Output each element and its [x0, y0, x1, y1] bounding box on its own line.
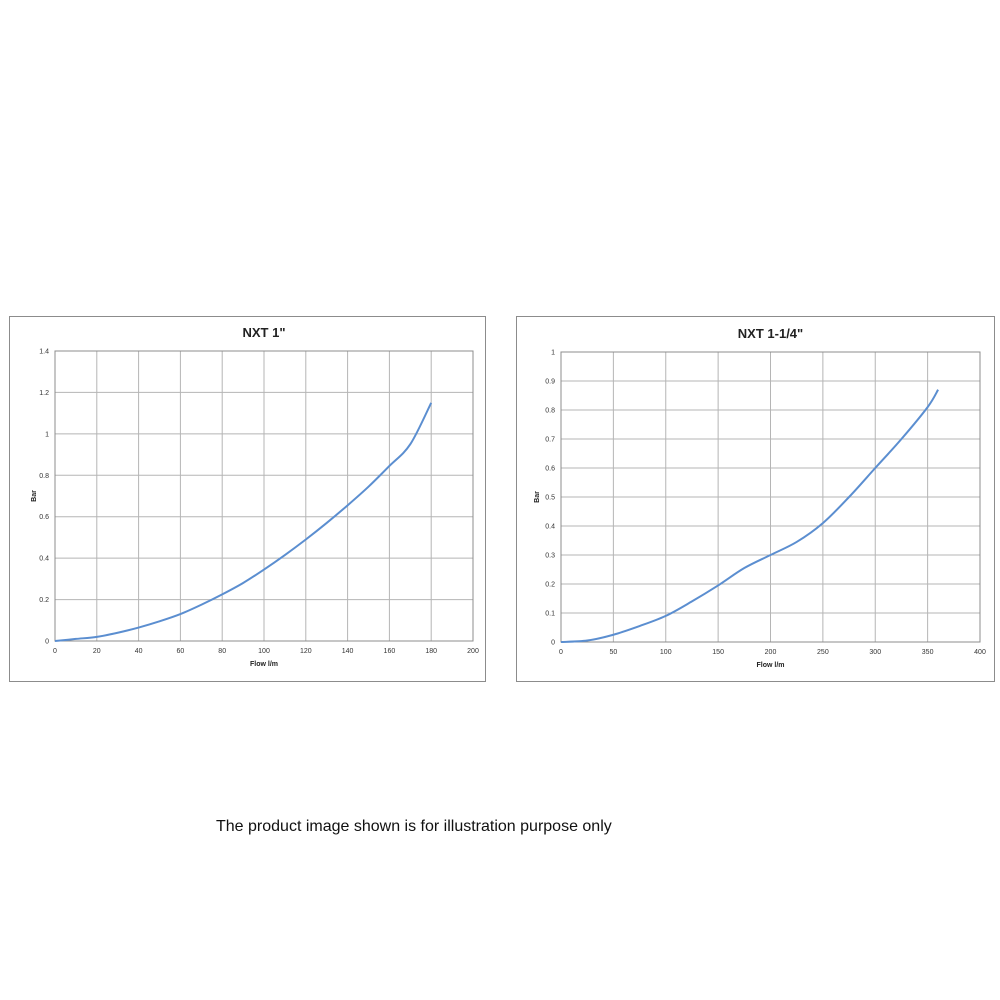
y-tick-label: 1.2	[39, 390, 49, 397]
y-tick-label: 0.6	[545, 466, 555, 473]
y-tick-label: 0.3	[545, 553, 555, 560]
chart-panel-nxt-1-1-4: NXT 1-1/4" 0 50 100 150 200 250 300 350 400 0 0.1 0.…	[516, 316, 995, 682]
x-tick-label: 60	[177, 648, 185, 655]
y-tick-label: 0.8	[39, 473, 49, 480]
x-tick-label: 80	[218, 648, 226, 655]
x-tick-label: 40	[135, 648, 143, 655]
series-line-0	[54, 402, 433, 642]
chart-nxt-1-1-4: NXT 1-1/4" 0 50 100 150 200 250 300 350 400 0 0.1 0.…	[534, 326, 986, 669]
x-tick-label: 200	[765, 649, 777, 656]
y-tick-label: 1	[551, 350, 555, 357]
x-tick-label: 0	[559, 649, 563, 656]
chart-title: NXT 1"	[242, 325, 285, 340]
y-axis-label: Bar	[534, 491, 541, 503]
x-tick-label: 250	[817, 649, 829, 656]
y-tick-label: 1.4	[39, 349, 49, 356]
x-tick-label: 300	[869, 649, 881, 656]
y-axis-label: Bar	[31, 490, 38, 502]
x-tick-label: 400	[974, 649, 986, 656]
y-tick-label: 0.1	[545, 611, 555, 618]
y-tick-label: 0.2	[545, 582, 555, 589]
y-tick-label: 1	[45, 431, 49, 438]
x-tick-label: 20	[93, 648, 101, 655]
x-tick-label: 160	[384, 648, 396, 655]
chart-panel-nxt-1: NXT 1" 0 20 40 60 80 100 120 140 160 180 200 0 0.2 0.4…	[9, 316, 486, 682]
x-axis-label: Flow l/m	[757, 662, 785, 669]
x-tick-label: 140	[342, 648, 354, 655]
chart-title: NXT 1-1/4"	[738, 326, 803, 341]
x-axis-label: Flow l/m	[250, 661, 278, 668]
plot-area	[560, 351, 981, 643]
y-tick-label: 0	[45, 639, 49, 646]
chart-nxt-1: NXT 1" 0 20 40 60 80 100 120 140 160 180 200 0 0.2 0.4…	[31, 325, 479, 668]
x-tick-label: 150	[712, 649, 724, 656]
y-tick-label: 0.8	[545, 408, 555, 415]
disclaimer-text: The product image shown is for illustrat…	[216, 818, 612, 835]
y-tick-label: 0.7	[545, 437, 555, 444]
x-tick-label: 200	[467, 648, 479, 655]
x-tick-label: 0	[53, 648, 57, 655]
plot-area	[54, 350, 474, 642]
x-tick-label: 120	[300, 648, 312, 655]
y-tick-label: 0.6	[39, 514, 49, 521]
x-tick-label: 100	[660, 649, 672, 656]
y-tick-label: 0.2	[39, 597, 49, 604]
y-tick-label: 0.4	[545, 524, 555, 531]
y-tick-label: 0.9	[545, 379, 555, 386]
x-tick-label: 350	[922, 649, 934, 656]
x-tick-label: 100	[258, 648, 270, 655]
y-tick-label: 0	[551, 640, 555, 647]
x-tick-label: 50	[609, 649, 617, 656]
y-tick-label: 0.5	[545, 495, 555, 502]
y-tick-label: 0.4	[39, 556, 49, 563]
x-tick-label: 180	[425, 648, 437, 655]
series-line-0	[560, 389, 939, 643]
